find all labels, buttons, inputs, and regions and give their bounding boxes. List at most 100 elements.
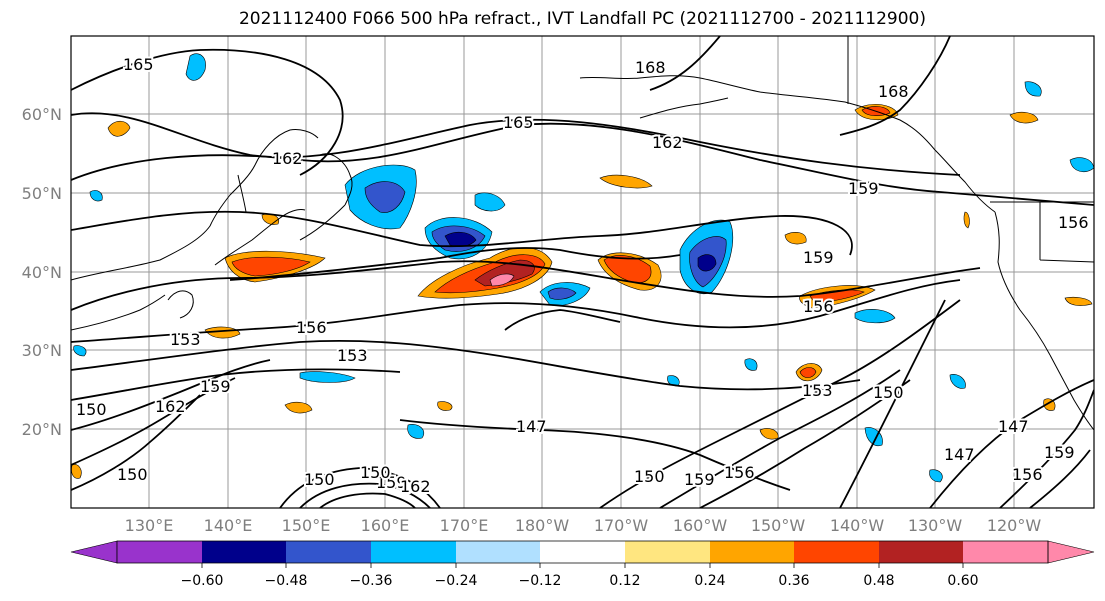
anomaly-negative <box>929 469 943 483</box>
contour-line <box>71 377 236 466</box>
longitude-labels: 130°E 140°E 150°E 160°E 170°E 180°W 170°… <box>125 516 1042 535</box>
contour-label: 159 <box>1044 443 1075 462</box>
contour-line <box>279 467 441 508</box>
coastline-korea <box>167 290 194 319</box>
coastline-alaska <box>579 75 936 151</box>
latitude-label: 50°N <box>22 184 62 203</box>
contour-label: 150 <box>360 463 391 482</box>
colorbar-segment <box>963 541 1048 563</box>
contour-line <box>71 122 1094 206</box>
anomaly-positive <box>799 367 817 378</box>
anomaly-positive <box>1009 111 1039 124</box>
longitude-label: 140°W <box>830 516 885 535</box>
colorbar-tick-label: −0.36 <box>350 573 393 589</box>
anomaly-positive <box>107 120 131 137</box>
latitude-label: 60°N <box>22 105 62 124</box>
contour-line <box>999 389 1094 508</box>
latitude-label: 30°N <box>22 341 62 360</box>
longitude-label: 170°W <box>594 516 649 535</box>
colorbar-segment <box>117 541 202 563</box>
contour-line <box>699 379 911 508</box>
anomaly-negative <box>73 345 87 357</box>
colorbar-tick-label: 0.48 <box>863 573 894 589</box>
anomaly-negative <box>949 374 966 389</box>
anomaly-positive <box>963 211 970 229</box>
contour-label: 153 <box>802 381 833 400</box>
colorbar-tick-label: 0.12 <box>609 573 640 589</box>
coastline-uswest <box>994 211 1051 356</box>
colorbar-segment <box>286 541 371 563</box>
coastline-asia <box>71 129 319 281</box>
contour-line <box>71 394 201 491</box>
colorbar-tick-label: −0.12 <box>519 573 562 589</box>
latitude-label: 40°N <box>22 263 62 282</box>
contour-line <box>649 36 721 91</box>
anomaly-negative <box>547 287 577 300</box>
anomaly-positive <box>603 255 652 283</box>
contour-line <box>504 309 621 331</box>
colorbar-segment <box>879 541 963 563</box>
coastline-kurils <box>299 204 346 241</box>
colorbar-tick-label: 0.36 <box>778 573 809 589</box>
anomaly-negative <box>299 371 356 383</box>
longitude-label: 120°W <box>987 516 1042 535</box>
colorbar-tick-label: −0.24 <box>435 573 478 589</box>
contour-label: 153 <box>337 346 368 365</box>
longitude-label: 140°E <box>204 516 253 535</box>
anomaly-positive <box>784 232 807 245</box>
contour-line <box>71 48 344 176</box>
contour-line <box>929 379 1094 508</box>
contour-label: 156 <box>803 297 834 316</box>
colorbar-segment <box>794 541 879 563</box>
contour-label: 168 <box>635 58 666 77</box>
anomaly-negative <box>744 358 758 371</box>
contour-label: 150 <box>873 383 904 402</box>
anomaly-positive <box>284 401 313 414</box>
contour-label: 147 <box>998 417 1029 436</box>
coastlines <box>71 36 1094 431</box>
anomaly-positive <box>71 464 82 479</box>
anomaly-positive <box>759 428 779 440</box>
colorbar-ticks <box>201 563 964 568</box>
longitude-label: 160°E <box>361 516 410 535</box>
colorbar-segment <box>371 541 456 563</box>
contour-line <box>319 492 416 508</box>
contour-label: 150 <box>304 470 335 489</box>
colorbar-segment <box>456 541 540 563</box>
map-title: 2021112400 F066 500 hPa refract., IVT La… <box>238 9 926 29</box>
colorbar-extend-high <box>1047 540 1095 564</box>
longitude-label: 130°W <box>908 516 963 535</box>
contour-line <box>299 482 431 508</box>
anomaly-negative <box>185 53 206 81</box>
contour-label: 150 <box>76 400 107 419</box>
contour-label: 156 <box>724 463 755 482</box>
anomaly-negative <box>697 254 717 272</box>
map-frame <box>70 35 1095 509</box>
colorbar-tick-label: −0.60 <box>181 573 224 589</box>
contour-label: 156 <box>1012 465 1043 484</box>
contour-label: 150 <box>634 467 665 486</box>
colorbar: −0.60 −0.48 −0.36 −0.24 −0.12 0.12 0.24 … <box>70 540 1095 589</box>
colorbar-tick-label: 0.24 <box>694 573 725 589</box>
contour-label: 156 <box>1058 213 1089 232</box>
contour-line <box>599 299 961 508</box>
longitude-label: 150°E <box>282 516 331 535</box>
contour-label: 162 <box>652 133 683 152</box>
contour-line <box>399 419 791 491</box>
colorbar-segment <box>540 541 625 563</box>
colorbar-tick-label: 0.60 <box>947 573 978 589</box>
contour-labels: 165 165 168 168 162 162 159 159 156 156 … <box>74 53 1091 498</box>
longitude-label: 130°E <box>125 516 174 535</box>
contour-line <box>71 339 861 391</box>
contour-line <box>71 112 961 176</box>
longitude-label: 150°W <box>751 516 806 535</box>
contour-line <box>71 359 271 431</box>
anomaly-negative <box>407 424 425 439</box>
contour-label: 159 <box>684 470 715 489</box>
longitude-label: 170°E <box>440 516 489 535</box>
gridlines <box>71 36 1094 508</box>
anomaly-fills <box>71 53 1094 483</box>
contour-line <box>1029 449 1091 508</box>
coastline-sakhalin <box>237 174 247 213</box>
contour-label: 168 <box>878 82 909 101</box>
